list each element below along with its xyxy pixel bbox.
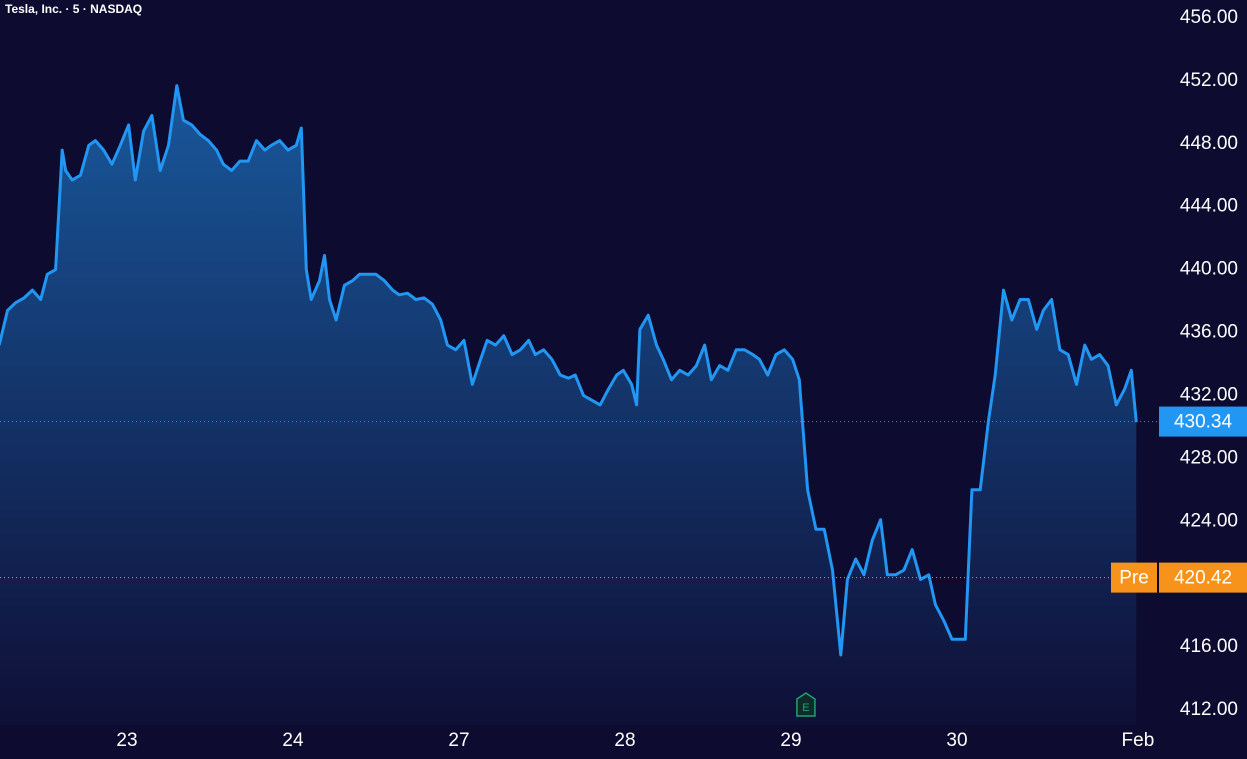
x-tick-label: Feb — [1122, 730, 1155, 751]
y-tick-label: 412.00 — [1180, 699, 1238, 720]
area — [0, 85, 1137, 725]
y-tick-label: 428.00 — [1180, 447, 1238, 468]
premarket-tag — [1159, 562, 1247, 593]
y-tick-label: 456.00 — [1180, 7, 1238, 28]
x-tick-label: 29 — [780, 730, 801, 751]
x-tick-label: 24 — [282, 730, 304, 751]
y-tick-label: 444.00 — [1180, 196, 1238, 217]
y-tick-label: 416.00 — [1180, 636, 1238, 657]
last-price-label: 430.34 — [1174, 412, 1233, 433]
premarket-badge — [1111, 562, 1157, 593]
x-tick-label: 28 — [614, 730, 635, 751]
y-tick-label: 448.00 — [1180, 133, 1238, 154]
y-tick-label: 424.00 — [1180, 510, 1238, 531]
price-line — [0, 84, 1138, 657]
y-tick-label: 436.00 — [1180, 322, 1238, 343]
event-marker — [796, 692, 816, 717]
premarket-badge-label: Pre — [1119, 568, 1149, 589]
premarket-label: 420.42 — [1174, 568, 1232, 589]
event-label: E — [802, 702, 809, 714]
y-tick-label: 432.00 — [1180, 384, 1238, 405]
chart-title: Tesla, Inc. · 5 · NASDAQ — [5, 2, 142, 16]
y-tick-label: 452.00 — [1180, 70, 1238, 91]
x-tick-label: 27 — [448, 730, 469, 751]
last-price-tag — [1159, 406, 1247, 437]
x-tick-label: 23 — [116, 730, 137, 751]
x-tick-label: 30 — [946, 730, 967, 751]
y-tick-label: 440.00 — [1180, 259, 1238, 280]
